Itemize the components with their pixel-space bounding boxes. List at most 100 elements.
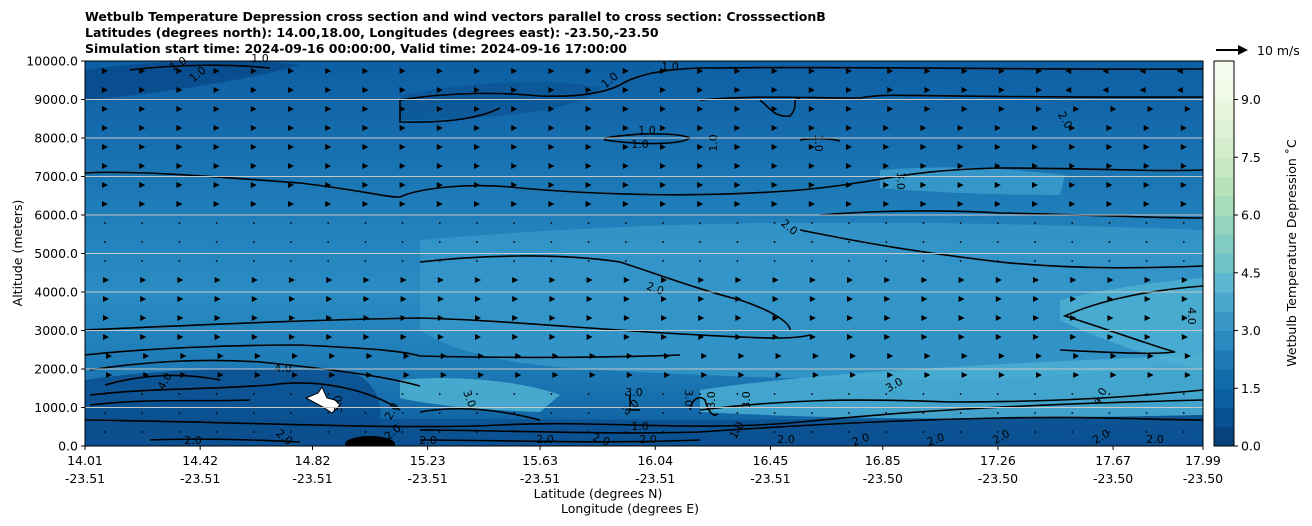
wind-vector (513, 393, 516, 395)
wind-vector (660, 125, 666, 131)
contour-label: 3.0 (332, 395, 345, 413)
wind-vector (515, 353, 522, 359)
colorbar-tick-label: 1.5 (1241, 381, 1261, 396)
contour-label: 3.0 (625, 386, 643, 399)
wind-vector (735, 334, 742, 340)
wind-vector (660, 163, 666, 169)
wind-vector (290, 260, 292, 262)
wind-vector (326, 277, 333, 283)
wind-vector (215, 222, 218, 224)
wind-vector (697, 125, 704, 131)
wind-vector (474, 68, 480, 74)
wind-vector (848, 450, 850, 452)
wind-vector (885, 412, 888, 414)
wind-vector (288, 163, 294, 169)
wind-vector (399, 87, 406, 93)
wind-vector (1145, 241, 1148, 243)
contour-label: 1.0 (812, 134, 825, 152)
wind-vector (513, 412, 516, 414)
wind-vector (587, 393, 590, 395)
wind-vector (1033, 334, 1039, 340)
wind-vector (548, 182, 555, 188)
y-tick-label: 7000.0 (34, 169, 78, 184)
wind-vector (400, 334, 407, 340)
contour-label: 2.0 (1146, 433, 1164, 446)
wind-vector (290, 222, 292, 224)
wind-vector (139, 144, 146, 150)
colorbar-segment (1214, 80, 1234, 100)
wind-vector (104, 222, 106, 224)
wind-vector (920, 144, 927, 150)
wind-vector (254, 372, 261, 378)
wind-vector (922, 431, 925, 433)
wind-vector (213, 87, 220, 93)
wind-vector (176, 106, 183, 112)
wind-vector (399, 163, 406, 169)
wind-vector (326, 334, 333, 340)
wind-vector (399, 144, 406, 150)
wind-vector (1070, 315, 1077, 321)
wind-vector (327, 393, 330, 395)
wind-vector (810, 393, 813, 395)
wind-vector (250, 87, 257, 93)
wind-vector (292, 353, 298, 359)
wind-vector (104, 260, 106, 262)
wind-vector (1176, 87, 1183, 93)
wind-vector (363, 334, 370, 340)
wind-vector (474, 163, 480, 169)
wind-vector (512, 296, 519, 302)
wind-vector (476, 260, 478, 262)
wind-vector (734, 68, 741, 74)
wind-vector (772, 296, 779, 302)
wind-vector (362, 87, 369, 93)
wind-vector (102, 144, 108, 150)
colorbar-tick-label: 9.0 (1241, 92, 1261, 107)
wind-vector (215, 431, 218, 433)
wind-vector (288, 182, 294, 188)
wind-vector (734, 163, 741, 169)
wind-vector (1106, 182, 1113, 188)
title-line-1: Wetbulb Temperature Depression cross sec… (85, 9, 826, 24)
wind-vector (139, 87, 146, 93)
wind-vector (250, 163, 257, 169)
wind-vector (959, 241, 962, 243)
wind-vector (250, 201, 257, 207)
wind-vector (252, 260, 255, 262)
wind-vector (957, 201, 964, 207)
wind-vector (179, 450, 181, 452)
wind-vector (252, 431, 255, 433)
wind-vector (474, 201, 480, 207)
wind-vector (959, 431, 962, 433)
wind-vector (1071, 260, 1074, 262)
wind-vector (292, 372, 298, 378)
wind-vector (1181, 277, 1188, 283)
wind-vector (437, 277, 444, 283)
x-tick-latitude: 16.04 (637, 453, 673, 468)
wind-vector (1073, 353, 1080, 359)
wind-vector (1073, 106, 1080, 112)
x-tick-latitude: 14.82 (295, 453, 331, 468)
wind-vector (474, 125, 480, 131)
wind-vector (660, 68, 666, 74)
wind-vector (475, 277, 481, 283)
wind-vector (325, 68, 332, 74)
wind-vector (1073, 372, 1080, 378)
wind-vector (623, 315, 630, 321)
wind-vector (771, 68, 778, 74)
wind-vector (511, 125, 518, 131)
wind-vector (848, 260, 850, 262)
wind-vector (513, 431, 516, 433)
wind-vector (1180, 163, 1187, 169)
wind-vector (664, 372, 670, 378)
wind-vector (846, 106, 852, 112)
contour-label: 3.0 (682, 389, 695, 407)
wind-vector (1176, 68, 1183, 74)
wind-vector (325, 87, 332, 93)
wind-vector (288, 201, 294, 207)
colorbar-segment (1214, 99, 1234, 120)
wind-vector (660, 87, 666, 93)
wind-vector (548, 201, 555, 207)
wind-vector (774, 450, 776, 452)
wind-vector (104, 393, 106, 395)
contour-label: 2.0 (777, 433, 795, 446)
